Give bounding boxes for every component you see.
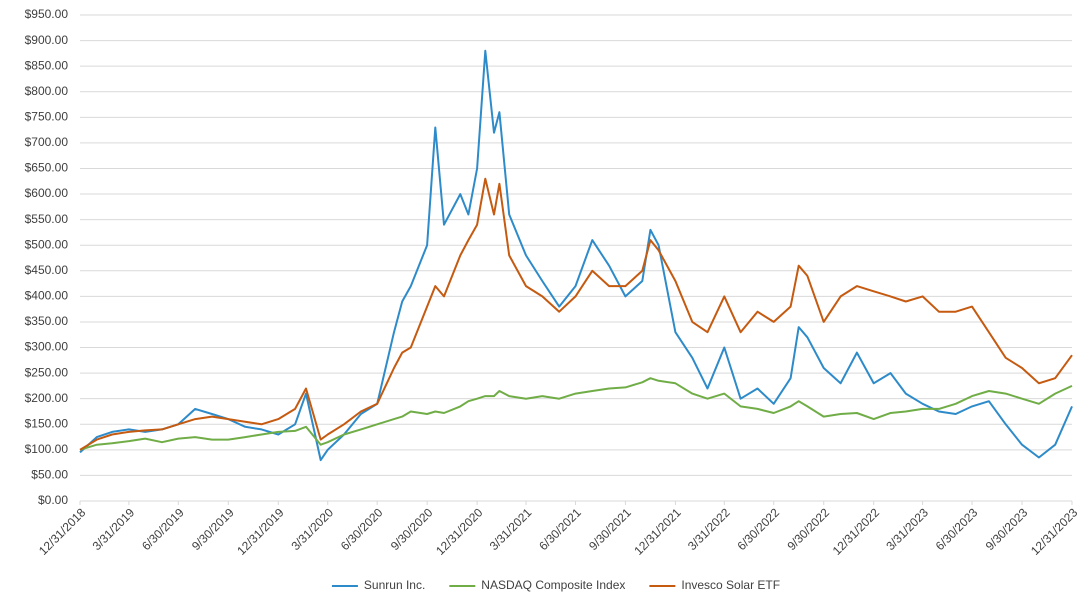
x-tick-label: 9/30/2021	[586, 505, 634, 553]
y-tick-label: $50.00	[31, 468, 68, 482]
y-tick-label: $850.00	[25, 58, 69, 72]
series-line	[79, 177, 1073, 451]
x-tick-label: 3/31/2020	[288, 505, 336, 553]
y-tick-label: $150.00	[25, 416, 69, 430]
y-tick-label: $950.00	[25, 7, 69, 21]
y-tick-label: $400.00	[25, 289, 69, 303]
y-tick-label: $500.00	[25, 237, 69, 251]
x-tick-label: 3/31/2021	[487, 505, 535, 553]
x-tick-label: 12/31/2021	[631, 505, 684, 558]
y-tick-label: $100.00	[25, 442, 69, 456]
y-tick-label: $600.00	[25, 186, 69, 200]
y-tick-label: $550.00	[25, 212, 69, 226]
y-tick-label: $450.00	[25, 263, 69, 277]
legend-label: Sunrun Inc.	[364, 578, 425, 592]
x-tick-label: 9/30/2020	[388, 505, 436, 553]
y-tick-label: $800.00	[25, 84, 69, 98]
legend-label: Invesco Solar ETF	[681, 578, 780, 592]
x-tick-label: 12/31/2018	[36, 505, 89, 558]
x-tick-label: 3/31/2019	[90, 505, 138, 553]
legend-item: Sunrun Inc.	[331, 578, 425, 592]
y-tick-label: $250.00	[25, 365, 69, 379]
x-tick-label: 9/30/2019	[189, 505, 237, 553]
legend: Sunrun Inc. NASDAQ Composite Index Invesco…	[331, 578, 780, 592]
x-tick-label: 3/31/2022	[685, 505, 733, 553]
x-tick-label: 12/31/2023	[1028, 505, 1081, 558]
x-tick-label: 12/31/2019	[234, 505, 287, 558]
series-line	[79, 49, 1073, 462]
y-tick-label: $650.00	[25, 161, 69, 175]
y-tick-label: $300.00	[25, 340, 69, 354]
y-tick-label: $350.00	[25, 314, 69, 328]
x-tick-label: 6/30/2021	[536, 505, 584, 553]
y-tick-label: $200.00	[25, 391, 69, 405]
x-tick-label: 12/31/2022	[830, 505, 883, 558]
series-line	[79, 377, 1073, 451]
x-tick-label: 6/30/2023	[933, 505, 981, 553]
x-tick-label: 6/30/2022	[734, 505, 782, 553]
x-tick-label: 12/31/2020	[433, 505, 486, 558]
legend-item: Invesco Solar ETF	[649, 578, 780, 592]
y-tick-label: $0.00	[38, 493, 68, 507]
y-tick-label: $900.00	[25, 33, 69, 47]
y-tick-label: $700.00	[25, 135, 69, 149]
legend-label: NASDAQ Composite Index	[481, 578, 625, 592]
x-tick-label: 9/30/2023	[983, 505, 1031, 553]
x-tick-label: 6/30/2020	[338, 505, 386, 553]
x-tick-label: 9/30/2022	[784, 505, 832, 553]
y-tick-label: $750.00	[25, 109, 69, 123]
legend-item: NASDAQ Composite Index	[449, 578, 625, 592]
x-tick-label: 3/31/2023	[883, 505, 931, 553]
x-tick-label: 6/30/2019	[139, 505, 187, 553]
